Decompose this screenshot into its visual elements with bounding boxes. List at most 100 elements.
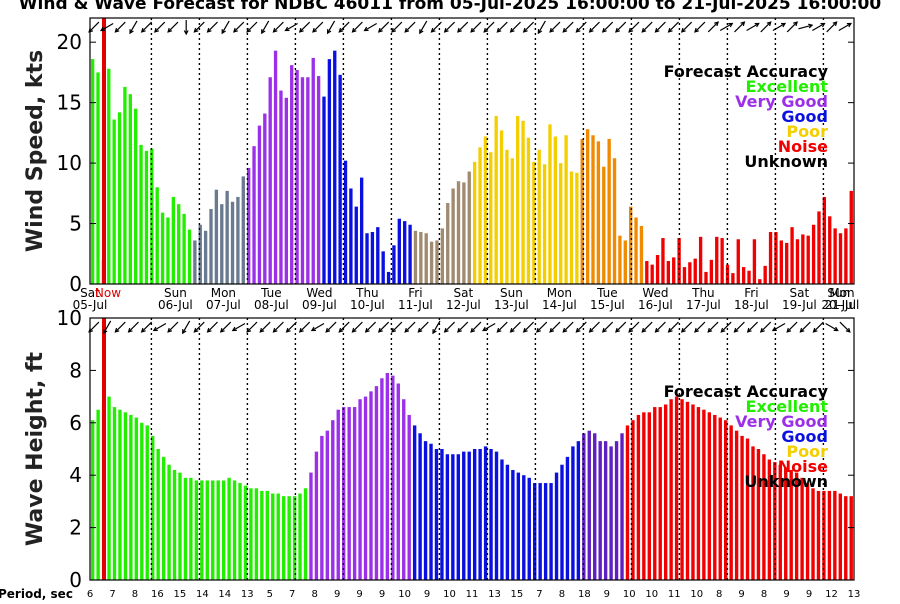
- direction-arrow-head: [641, 27, 647, 33]
- direction-arrow: [549, 21, 561, 33]
- direction-arrow: [457, 321, 469, 333]
- legend-item: Very Good: [735, 92, 828, 111]
- bar: [784, 467, 788, 580]
- direction-arrow-head: [628, 27, 634, 33]
- bar: [316, 76, 321, 284]
- period-value: 9: [604, 589, 610, 600]
- direction-arrow-head: [733, 327, 739, 333]
- direction-arrow-head: [231, 326, 237, 332]
- bar: [260, 490, 264, 580]
- bar: [407, 414, 411, 580]
- period-value: 9: [379, 589, 385, 600]
- direction-arrow: [537, 20, 546, 34]
- y-tick-label: 8: [69, 358, 82, 382]
- bar: [90, 59, 95, 284]
- direction-arrow-head: [363, 26, 369, 32]
- bar: [609, 446, 613, 580]
- day-name: Fri: [408, 286, 422, 300]
- direction-arrow: [404, 321, 416, 333]
- period-value: 10: [443, 589, 456, 600]
- day-name: Tue: [260, 286, 282, 300]
- bar: [827, 490, 832, 580]
- bar: [758, 279, 762, 284]
- bar: [833, 228, 837, 284]
- bar: [402, 399, 406, 580]
- day-date: 06-Jul: [158, 298, 193, 312]
- direction-arrow-head: [103, 329, 108, 335]
- direction-arrow-head: [88, 327, 94, 333]
- bar: [440, 228, 445, 284]
- direction-arrow: [786, 21, 798, 33]
- bar: [768, 232, 773, 284]
- bar: [140, 422, 144, 580]
- bar: [533, 483, 537, 580]
- period-value: 10: [645, 589, 658, 600]
- bar: [575, 172, 579, 284]
- bar: [107, 396, 111, 580]
- direction-arrow: [786, 321, 798, 333]
- direction-arrow: [694, 321, 706, 333]
- direction-arrow: [602, 321, 614, 333]
- bar: [828, 216, 832, 284]
- direction-arrow: [365, 321, 377, 333]
- direction-arrow: [523, 321, 535, 333]
- bar: [521, 120, 525, 285]
- direction-arrow-head: [496, 27, 502, 33]
- bar: [773, 462, 777, 580]
- direction-arrow-head: [404, 27, 410, 33]
- y-axis-label: Wave Height, ft: [23, 351, 48, 546]
- bar: [145, 425, 149, 580]
- day-name: Mon: [211, 286, 236, 300]
- direction-arrow: [615, 21, 627, 33]
- bar: [369, 391, 373, 580]
- bar: [778, 464, 782, 580]
- day-name: Wed: [642, 286, 668, 300]
- direction-arrow-head: [351, 27, 357, 33]
- bar: [352, 407, 357, 580]
- direction-arrow-head: [793, 21, 798, 27]
- direction-arrow-head: [404, 327, 410, 333]
- direction-arrow-head: [206, 327, 212, 333]
- bar: [704, 271, 708, 284]
- bar: [418, 433, 422, 580]
- direction-arrow-head: [509, 327, 515, 333]
- bar: [696, 407, 701, 580]
- direction-arrow: [167, 21, 179, 33]
- bar: [833, 490, 837, 580]
- bar: [688, 262, 692, 284]
- bar: [238, 483, 242, 580]
- direction-arrow-head: [272, 327, 278, 333]
- legend-item: Good: [781, 107, 828, 126]
- bar: [677, 238, 681, 284]
- bar: [634, 217, 638, 284]
- direction-arrow: [510, 21, 521, 33]
- y-axis-label: Wind Speed, kts: [23, 50, 48, 252]
- direction-arrow: [483, 21, 495, 33]
- direction-arrow: [628, 21, 640, 33]
- y-tick-label: 2: [69, 516, 82, 540]
- bar: [183, 477, 188, 580]
- bar: [685, 401, 690, 580]
- day-name: Sun: [164, 286, 187, 300]
- bar: [763, 265, 767, 284]
- period-value: 13: [241, 589, 254, 600]
- direction-arrow: [562, 321, 574, 333]
- legend-title: Forecast Accuracy: [664, 382, 829, 401]
- period-value: 16: [151, 589, 164, 600]
- bar: [290, 65, 294, 285]
- direction-arrow-head: [443, 327, 449, 333]
- direction-arrow-head: [601, 327, 607, 333]
- bar: [801, 234, 805, 284]
- direction-arrow-head: [432, 329, 437, 335]
- direction-arrow: [482, 322, 496, 332]
- direction-arrow: [589, 21, 600, 33]
- bar: [745, 438, 750, 580]
- direction-arrow: [391, 321, 403, 333]
- bar: [376, 227, 380, 284]
- direction-arrow: [273, 321, 284, 333]
- bar: [118, 409, 122, 580]
- direction-arrow: [838, 22, 852, 32]
- bar: [268, 77, 272, 284]
- day-name: Sat: [454, 286, 474, 300]
